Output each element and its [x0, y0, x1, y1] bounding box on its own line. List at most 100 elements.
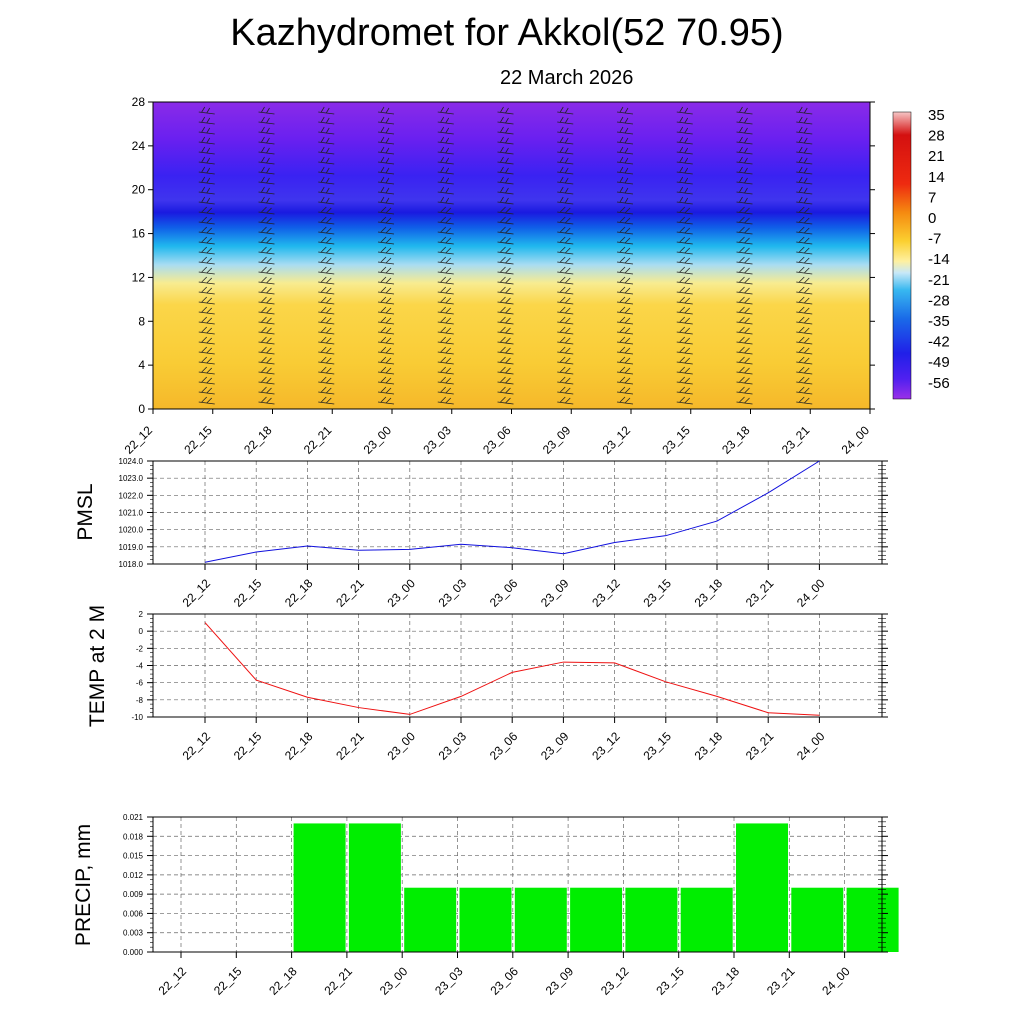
wind-barb [616, 216, 634, 225]
y-tick-label: 1021.0 [119, 509, 144, 518]
wind-barb [437, 106, 454, 115]
colorbar-scale [892, 111, 912, 400]
wind-barb [796, 136, 813, 145]
wind-barb [676, 196, 693, 205]
x-tick-label: 23_18 [709, 964, 743, 998]
wind-barb [736, 246, 753, 255]
page-date: 22 March 2026 [500, 67, 634, 89]
wind-barb [676, 186, 693, 195]
wind-barb [318, 146, 335, 155]
wind-barb [437, 286, 454, 295]
x-tick-label: 22_21 [322, 964, 356, 998]
x-tick-label: 23_06 [487, 964, 521, 998]
wind-barb [616, 146, 634, 155]
wind-barb [796, 316, 813, 325]
wind-barb [377, 266, 395, 275]
wind-barb [736, 116, 753, 125]
y-tick-label: 1018.0 [119, 560, 144, 569]
wind-barb [796, 306, 813, 315]
wind-barb [437, 176, 454, 185]
y-tick-label: 0 [139, 627, 144, 636]
heatmap-x-tick-label: 23_21 [779, 423, 813, 457]
wind-barb [258, 286, 275, 295]
wind-barb [616, 386, 634, 395]
precip-bar [348, 823, 401, 952]
x-tick-label: 23_09 [543, 964, 577, 998]
wind-barb [736, 276, 753, 285]
y-tick-label: 0.018 [123, 832, 144, 841]
y-tick-label: 2 [139, 610, 144, 619]
x-tick-label: 22_21 [333, 729, 367, 763]
wind-barb [318, 306, 335, 315]
x-tick-label: 22_15 [231, 729, 265, 763]
wind-barb [258, 296, 275, 305]
wind-barb [616, 356, 634, 365]
wind-barb [557, 276, 574, 285]
wind-barb [377, 296, 395, 305]
wind-barb [497, 126, 514, 135]
wind-barb [557, 266, 574, 275]
x-tick-label: 23_03 [436, 729, 470, 763]
wind-barb [796, 226, 813, 235]
wind-barb [676, 216, 693, 225]
wind-barb [557, 396, 574, 405]
wind-barb [557, 326, 574, 335]
wind-barb [258, 316, 275, 325]
heatmap-x-tick-label: 22_15 [181, 423, 215, 457]
x-tick-label: 23_15 [640, 729, 674, 763]
precip-bar [570, 887, 623, 952]
x-tick-label: 22_15 [231, 576, 265, 610]
x-tick-label: 23_03 [432, 964, 466, 998]
wind-barb [557, 336, 574, 345]
wind-barb [796, 216, 813, 225]
wind-barb [377, 356, 395, 365]
wind-barb [258, 126, 275, 135]
y-tick-label: 0.009 [123, 890, 144, 899]
wind-barb [676, 166, 693, 175]
heatmap-x-tick-label: 23_18 [719, 423, 753, 457]
wind-barb [377, 256, 395, 265]
wind-barb [497, 356, 514, 365]
wind-barb [198, 256, 215, 265]
wind-barb [318, 396, 335, 405]
wind-barb [318, 186, 335, 195]
wind-barb [198, 396, 215, 405]
y-tick-label: 1023.0 [119, 474, 144, 483]
wind-barb [557, 256, 574, 265]
wind-barb [616, 376, 634, 385]
colorbar-labels: 35 28 21 14 7 0 -7 -14 -21 -28 -35 -42 -49 -56 [928, 107, 950, 392]
wind-barb [616, 126, 634, 135]
wind-barbs [198, 106, 813, 405]
wind-barb [377, 216, 395, 225]
wind-barb [557, 316, 574, 325]
x-tick-label: 23_12 [589, 576, 623, 610]
wind-barb [258, 176, 275, 185]
wind-barb [736, 106, 753, 115]
wind-barb [497, 286, 514, 295]
wind-barb [736, 196, 753, 205]
wind-barb [497, 156, 514, 165]
y-tick-label: 1022.0 [119, 491, 144, 500]
x-tick-label: 22_15 [211, 964, 245, 998]
heatmap-x-tick-label: 23_00 [361, 423, 395, 457]
wind-barb [258, 226, 275, 235]
precip-bar [514, 887, 567, 952]
wind-barb [497, 346, 514, 355]
wind-barb [377, 206, 395, 215]
wind-barb [318, 356, 335, 365]
y-tick-label: -10 [131, 713, 143, 722]
wind-barb [437, 366, 454, 375]
x-tick-label: 24_00 [794, 729, 828, 763]
heatmap-x-tick-label: 22_12 [122, 423, 156, 457]
x-tick-label: 23_09 [538, 729, 572, 763]
wind-barb [377, 396, 395, 405]
wind-barb [676, 296, 693, 305]
wind-barb [616, 186, 634, 195]
wind-barb [676, 336, 693, 345]
wind-barb [437, 346, 454, 355]
y-tick-label: 0.021 [123, 813, 144, 822]
wind-barb [258, 256, 275, 265]
x-tick-label: 22_12 [180, 576, 214, 610]
x-tick-label: 22_21 [333, 576, 367, 610]
wind-barb [198, 216, 215, 225]
